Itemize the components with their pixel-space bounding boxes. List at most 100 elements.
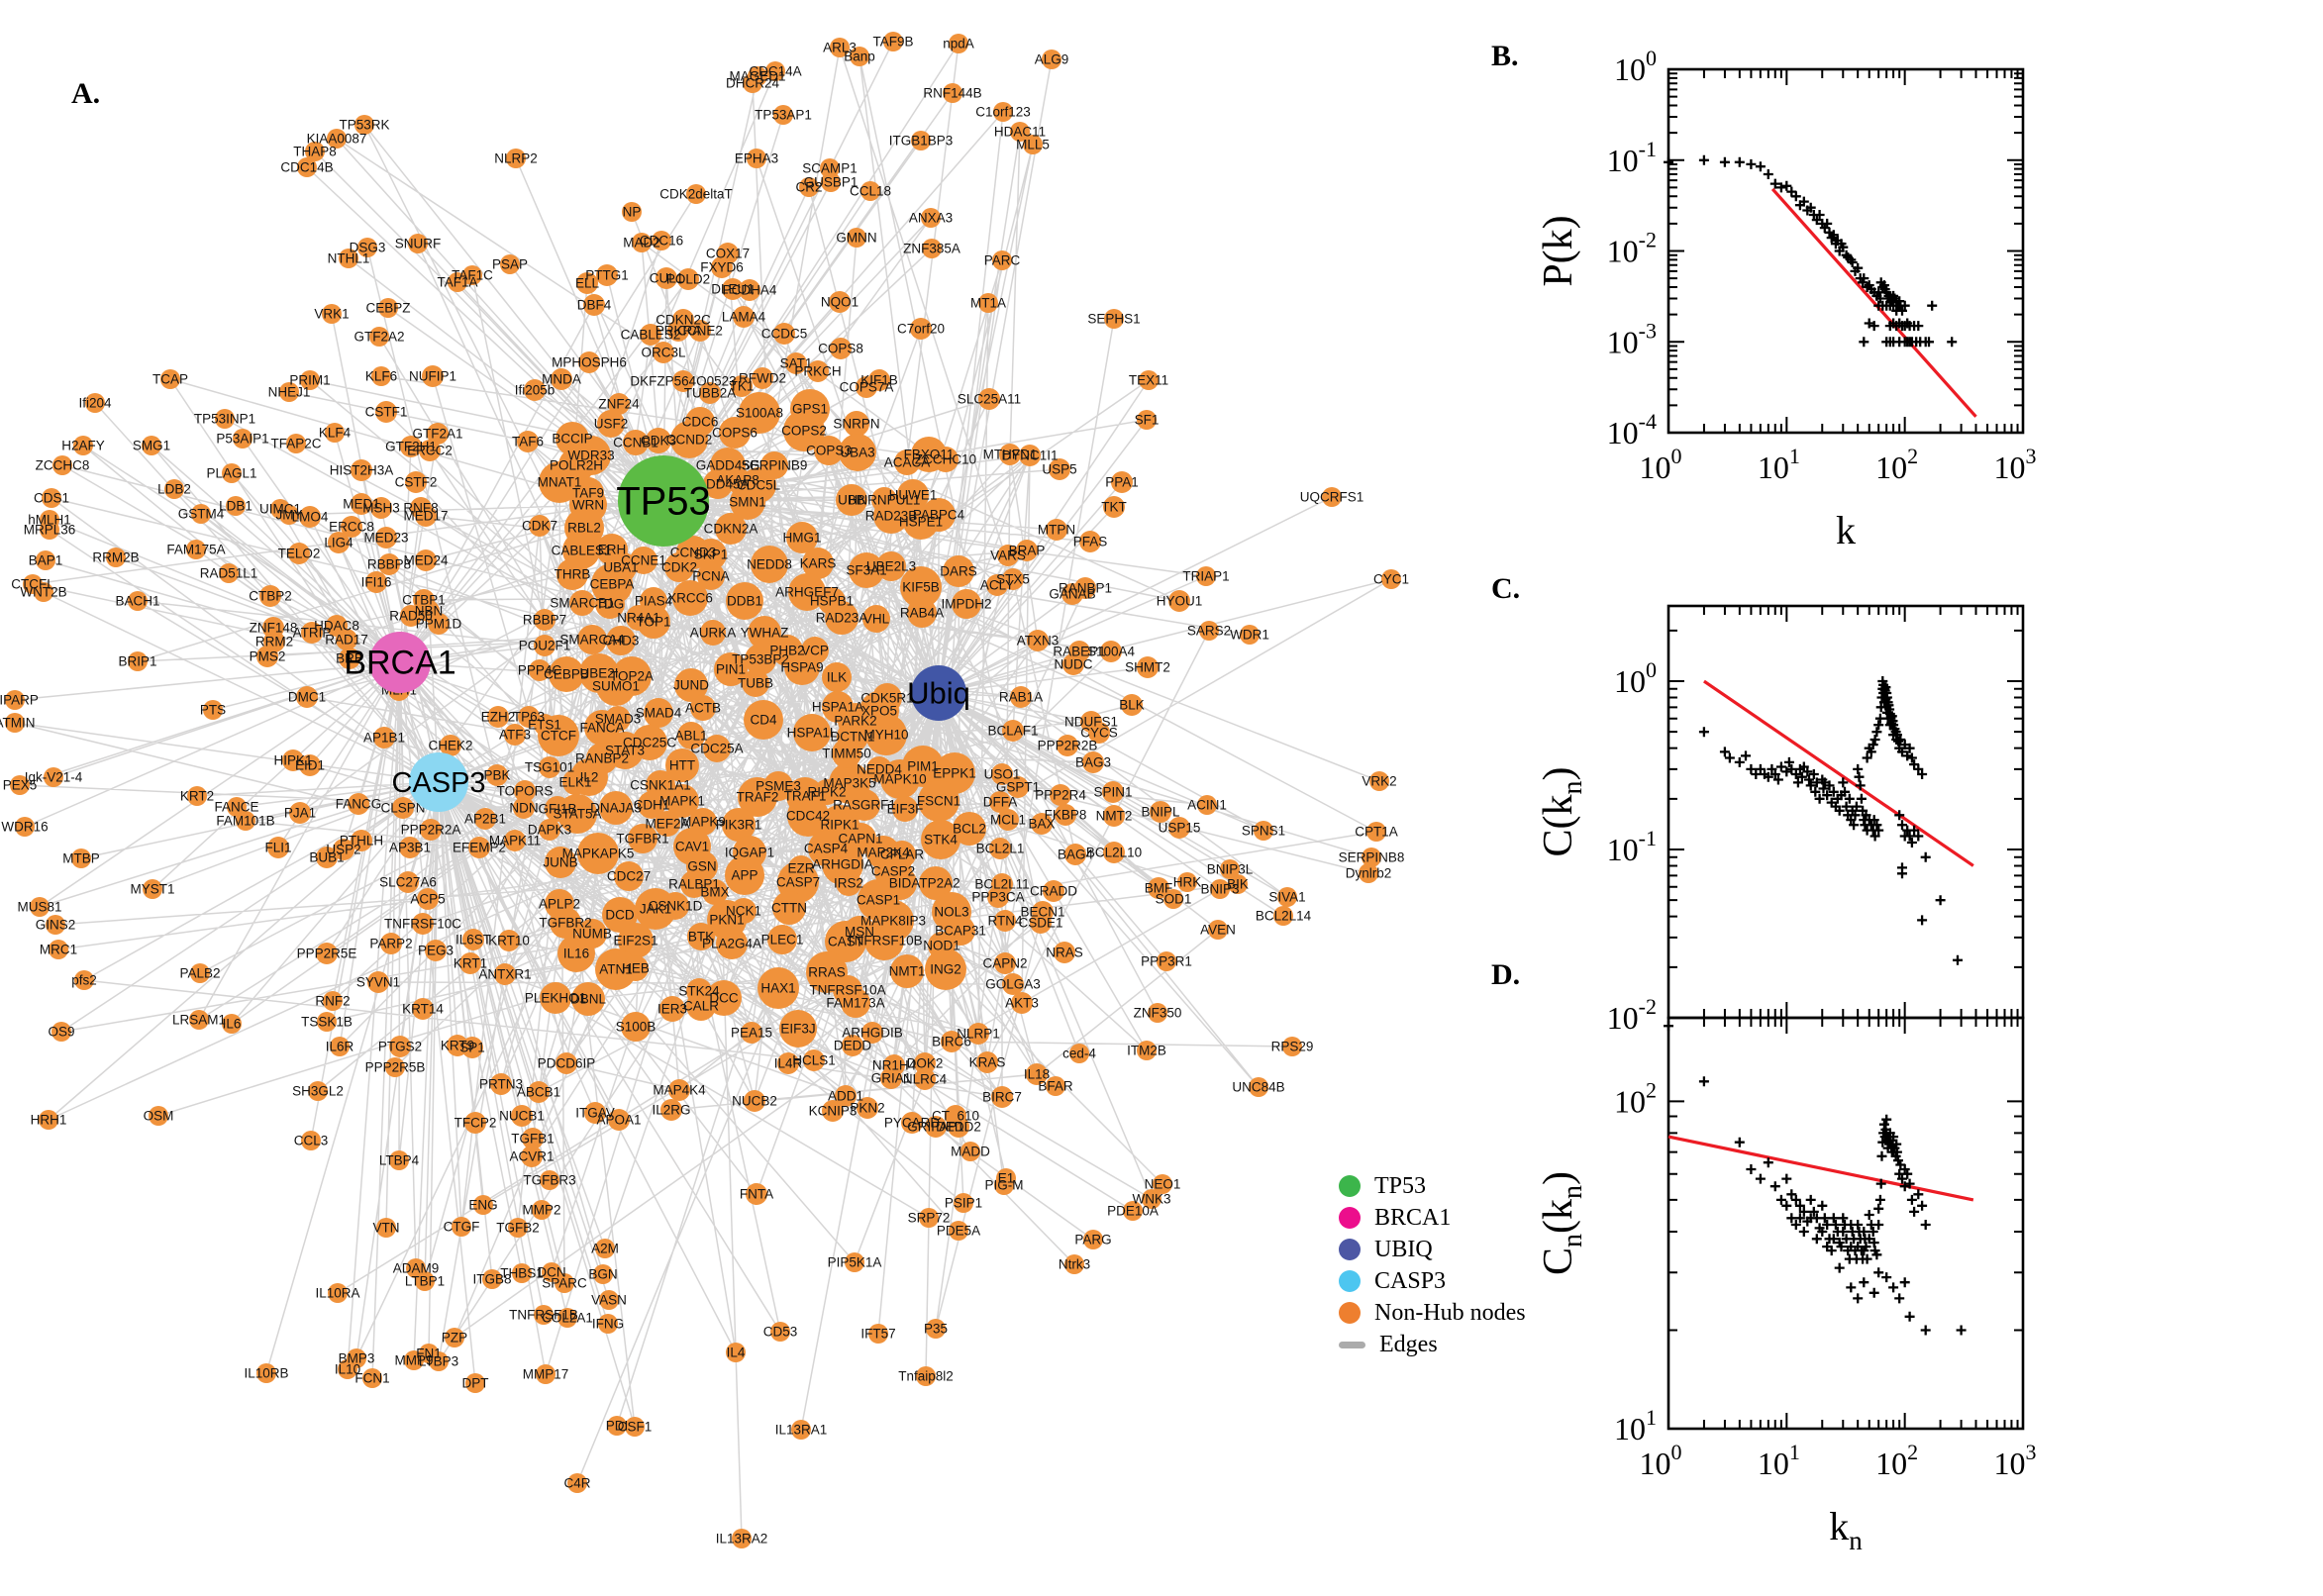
network-node [1049, 458, 1070, 480]
network-node [822, 662, 852, 692]
network-node [569, 590, 595, 616]
network-node-label: IMPDH2 [941, 597, 991, 612]
network-node-label: PMS2 [250, 649, 286, 664]
network-node [751, 546, 788, 583]
network-node-label: CAV1 [675, 840, 709, 854]
network-node [686, 991, 716, 1021]
network-node-label: PLEKHO1 [525, 991, 586, 1006]
network-node [500, 254, 520, 274]
network-node-label: GSN [687, 859, 716, 874]
network-node [556, 558, 588, 590]
network-node-label: DMC1 [288, 690, 326, 705]
network-node-label: CCL18 [850, 184, 891, 199]
network-node-label: IL13RA1 [775, 1423, 828, 1438]
network-node-label: NQO1 [821, 295, 858, 310]
network-node-label: CCNB1 [613, 436, 658, 450]
network-node [672, 370, 694, 392]
network-node [741, 1022, 762, 1044]
network-node-label: CSTF1 [365, 405, 408, 420]
network-node [785, 352, 807, 374]
network-node-label: PPP2R4 [1035, 788, 1086, 803]
network-node-label: TAF1A [437, 275, 477, 290]
network-node-label: USO1 [984, 767, 1021, 782]
network-node [256, 1363, 276, 1383]
network-node [856, 376, 877, 398]
network-node [614, 861, 644, 891]
network-node-label: APP [731, 868, 758, 883]
network-node-label: XPO5 [861, 704, 897, 719]
network-node-label: DKFZP564O0523 [630, 374, 736, 389]
network-node [919, 866, 953, 900]
network-node [595, 948, 637, 990]
network-node-label: EIF3F [887, 802, 924, 817]
network-node [1011, 992, 1033, 1014]
plot-ticks [1667, 68, 2024, 434]
network-node [259, 585, 281, 607]
network-node-label: IRS2 [834, 876, 863, 891]
network-node [703, 469, 733, 499]
network-node-label: RTN4 [987, 914, 1023, 929]
network-node-label: PPP4C [518, 663, 562, 678]
network-node-label: ADAM9 [393, 1261, 440, 1276]
network-node-label: RAD51L1 [200, 566, 258, 581]
network-node [916, 1366, 936, 1386]
network-node-label: PTS [200, 703, 226, 718]
network-node [1362, 848, 1381, 867]
network-node [746, 1183, 767, 1205]
network-node-label: KIAA0087 [307, 132, 367, 147]
network-node-label: NUMB [572, 927, 612, 942]
network-node [949, 1221, 968, 1241]
network-node [1027, 630, 1049, 651]
network-node [550, 907, 581, 939]
network-node-label: ATMIN [0, 716, 36, 731]
network-node [623, 430, 649, 455]
network-node [994, 952, 1016, 974]
network-node [296, 686, 318, 708]
network-node [378, 553, 400, 575]
network-node-label: PEG3 [418, 944, 454, 958]
network-node-label: SERPINB9 [742, 458, 808, 473]
network-node-label: SOD1 [1156, 892, 1192, 907]
network-node [1046, 1076, 1065, 1096]
network-node-label: HMG1 [782, 531, 821, 546]
network-node [186, 540, 206, 559]
network-node-label: MYH10 [863, 728, 908, 743]
network-node [1069, 1044, 1089, 1063]
network-node [36, 550, 55, 570]
network-node-label: CTCFL [11, 577, 54, 592]
network-node [997, 545, 1019, 566]
network-node-label: FANCG [336, 797, 382, 812]
network-node-label: CDC42 [786, 809, 830, 824]
network-node [1043, 880, 1064, 902]
network-node-label: UBB [838, 493, 865, 508]
network-node-label: COPS8 [818, 342, 863, 356]
network-node [921, 208, 941, 228]
network-node-label: HIPK1 [273, 753, 312, 768]
network-node [1121, 694, 1143, 716]
network-node-label: GFI1B [538, 802, 576, 817]
network-node [1079, 531, 1101, 552]
network-node-label: MCL1 [990, 813, 1026, 828]
network-node [305, 142, 325, 161]
network-node [490, 1073, 512, 1095]
network-node-label: SMG1 [133, 439, 170, 453]
network-node-label: GSPT1 [996, 780, 1040, 795]
network-node-label: MMP9 [394, 1353, 433, 1368]
axis-tick-label: 10-4 [1607, 409, 1657, 450]
network-node-label: ATXN3 [1017, 634, 1060, 648]
plot-ticks [1667, 606, 2024, 1019]
network-node-label: TP53BP2 [732, 652, 789, 667]
network-node [1137, 410, 1157, 430]
network-node [897, 479, 929, 511]
plot-ticks [1667, 1018, 2024, 1430]
network-node [699, 382, 721, 404]
network-node [844, 411, 869, 437]
network-node-label: CFLAR [880, 848, 925, 862]
network-node-label: IL10RA [315, 1286, 359, 1301]
network-node [570, 758, 608, 796]
network-node-label: LTBP4 [379, 1153, 420, 1168]
network-node-label: AURKA [690, 626, 737, 641]
network-node-label: USP5 [1042, 462, 1076, 477]
network-node [646, 428, 671, 453]
